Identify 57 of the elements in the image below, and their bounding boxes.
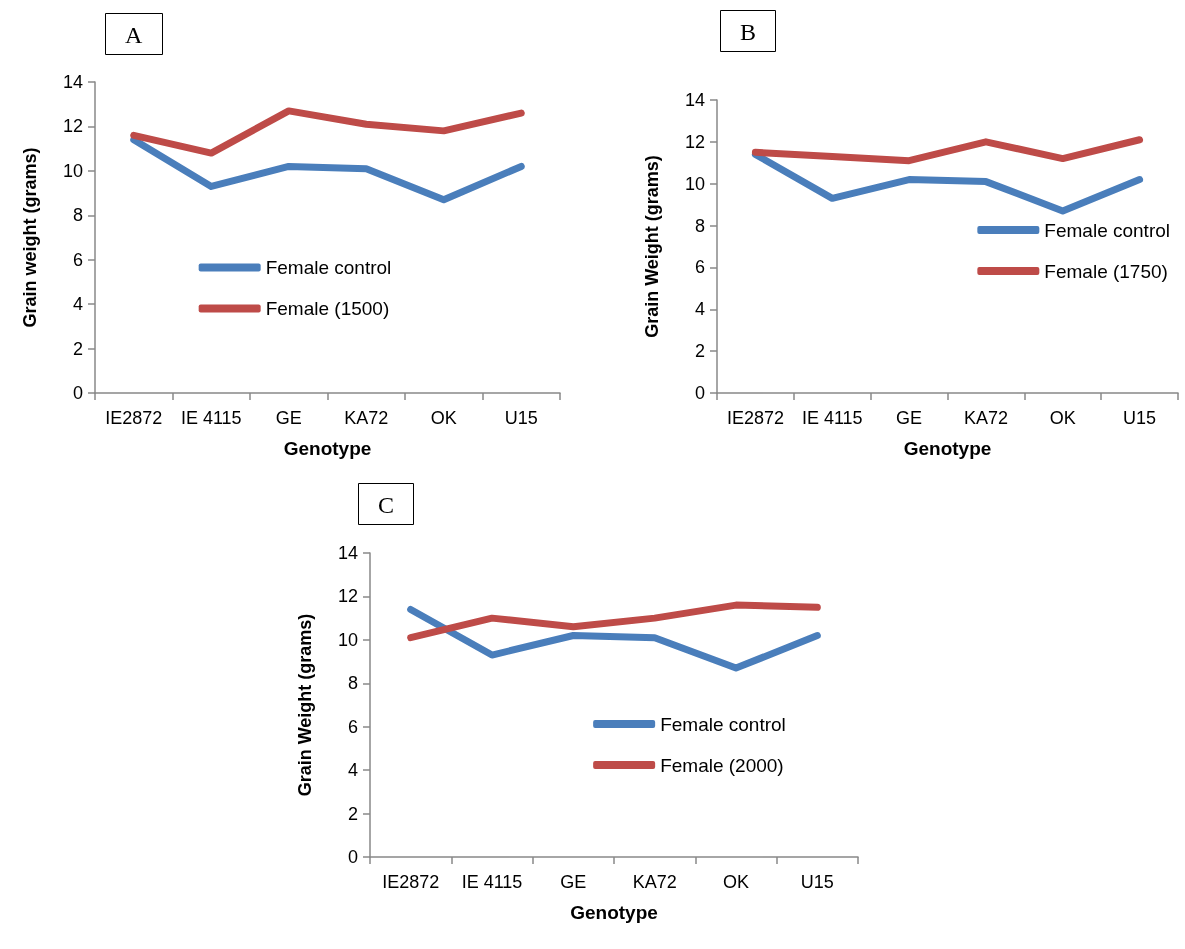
legend-label: Female control (660, 713, 786, 735)
y-tick-label: 4 (72, 294, 83, 315)
chart-title: B (740, 19, 757, 45)
chart-title: C (378, 492, 395, 518)
legend-label: Female (1750) (1044, 260, 1168, 282)
y-tick-label: 10 (684, 173, 705, 194)
y-tick-label: 14 (337, 543, 358, 563)
y-tick-label: 2 (72, 338, 83, 359)
x-tick-label: OK (722, 872, 750, 892)
x-axis-title: Genotype (570, 902, 658, 923)
x-tick-label: IE2872 (105, 408, 163, 428)
y-tick-label: 10 (337, 629, 358, 650)
x-tick-label: IE2872 (726, 408, 784, 428)
x-tick-label: GE (275, 408, 302, 428)
y-tick-label: 4 (347, 760, 358, 781)
y-tick-label: 2 (694, 341, 705, 362)
y-tick-label: 8 (347, 673, 358, 694)
x-axis-title: Genotype (283, 438, 372, 459)
x-tick-label: KA72 (632, 872, 677, 892)
x-tick-label: IE 4115 (180, 408, 242, 428)
y-tick-label: 6 (347, 716, 358, 737)
y-axis-title: Grain Weight (grams) (642, 155, 662, 338)
legend-label: Female control (1044, 219, 1171, 241)
y-tick-label: 14 (684, 90, 705, 110)
y-tick-label: 0 (347, 847, 358, 867)
x-tick-label: IE2872 (382, 872, 440, 892)
y-tick-label: 12 (684, 131, 705, 152)
legend-label: Female (2000) (660, 754, 784, 776)
x-tick-label: IE 4115 (801, 408, 863, 428)
chart-title: A (125, 22, 143, 48)
y-tick-label: 0 (694, 383, 705, 403)
y-tick-label: 8 (72, 205, 83, 226)
x-tick-label: KA72 (963, 408, 1008, 428)
y-tick-label: 4 (694, 299, 705, 320)
x-tick-label: OK (430, 408, 457, 428)
y-axis-title: Grain weight (grams) (20, 147, 40, 328)
y-tick-label: 6 (694, 257, 705, 278)
y-tick-label: 6 (72, 249, 83, 270)
y-axis-title: Grain Weight (grams) (295, 613, 315, 797)
y-tick-label: 12 (337, 586, 358, 607)
x-tick-label: GE (896, 408, 923, 428)
y-tick-label: 10 (62, 160, 83, 181)
x-tick-label: OK (1049, 408, 1076, 428)
x-axis-title: Genotype (903, 438, 992, 459)
y-tick-label: 14 (62, 72, 83, 92)
x-tick-label: U15 (504, 408, 538, 428)
legend-label: Female (1500) (265, 298, 390, 319)
x-tick-label: U15 (1123, 408, 1157, 428)
x-tick-label: IE 4115 (461, 872, 523, 892)
legend-label: Female control (265, 257, 392, 278)
x-tick-label: GE (560, 872, 587, 892)
y-tick-label: 2 (347, 803, 358, 824)
x-tick-label: KA72 (344, 408, 389, 428)
x-tick-label: U15 (800, 872, 834, 892)
y-tick-label: 0 (72, 383, 83, 403)
y-tick-label: 12 (62, 116, 83, 137)
y-tick-label: 8 (694, 215, 705, 236)
